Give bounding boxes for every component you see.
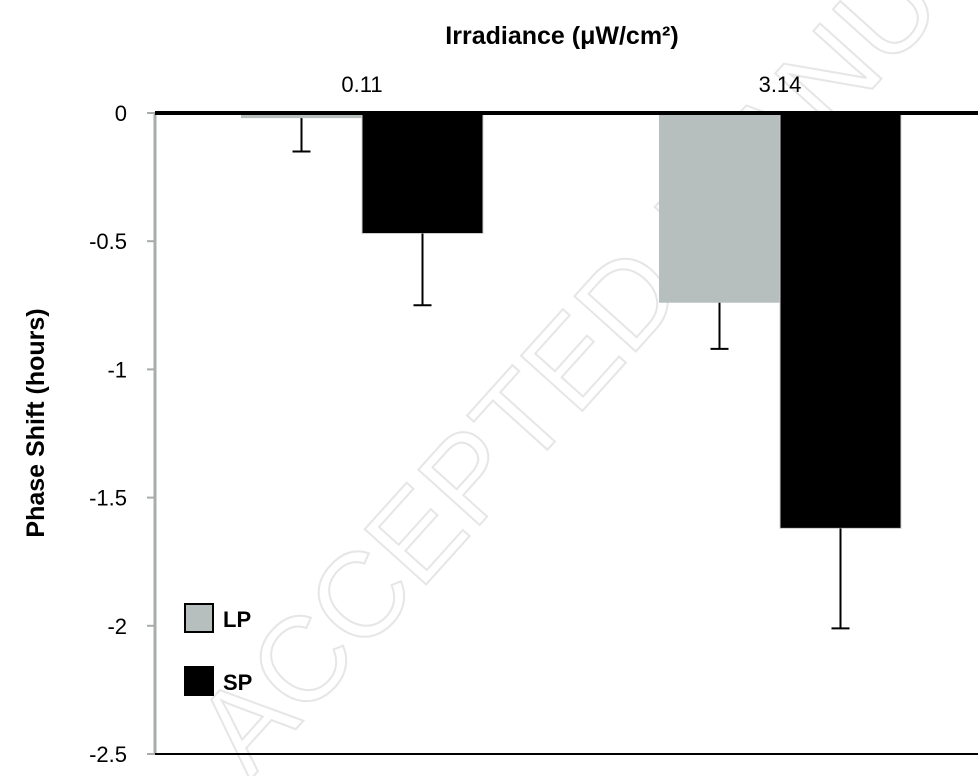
legend-swatch-lp (185, 604, 213, 632)
bar-sp-0 (362, 113, 483, 234)
y-tick-label: -0.5 (89, 229, 127, 254)
legend-label-sp: SP (223, 670, 252, 695)
y-axis-title: Phase Shift (hours) (22, 308, 50, 537)
legend-swatch-sp (185, 667, 213, 695)
category-label: 0.11 (341, 72, 382, 97)
category-label: 3.14 (759, 72, 802, 97)
y-tick-label: -2.5 (89, 742, 127, 767)
y-tick-labels: 0 -0.5 -1 -1.5 -2 -2.5 (89, 101, 127, 767)
y-tick-label: -2 (107, 614, 127, 639)
bar-sp-1 (780, 113, 901, 528)
y-tick-label: 0 (115, 101, 127, 126)
bar-lp-1 (659, 113, 780, 303)
x-axis-title: Irradiance (μW/cm²) (445, 22, 678, 50)
legend-label-lp: LP (223, 607, 251, 632)
y-tick-label: -1.5 (89, 486, 127, 511)
y-tick-label: -1 (107, 357, 127, 382)
